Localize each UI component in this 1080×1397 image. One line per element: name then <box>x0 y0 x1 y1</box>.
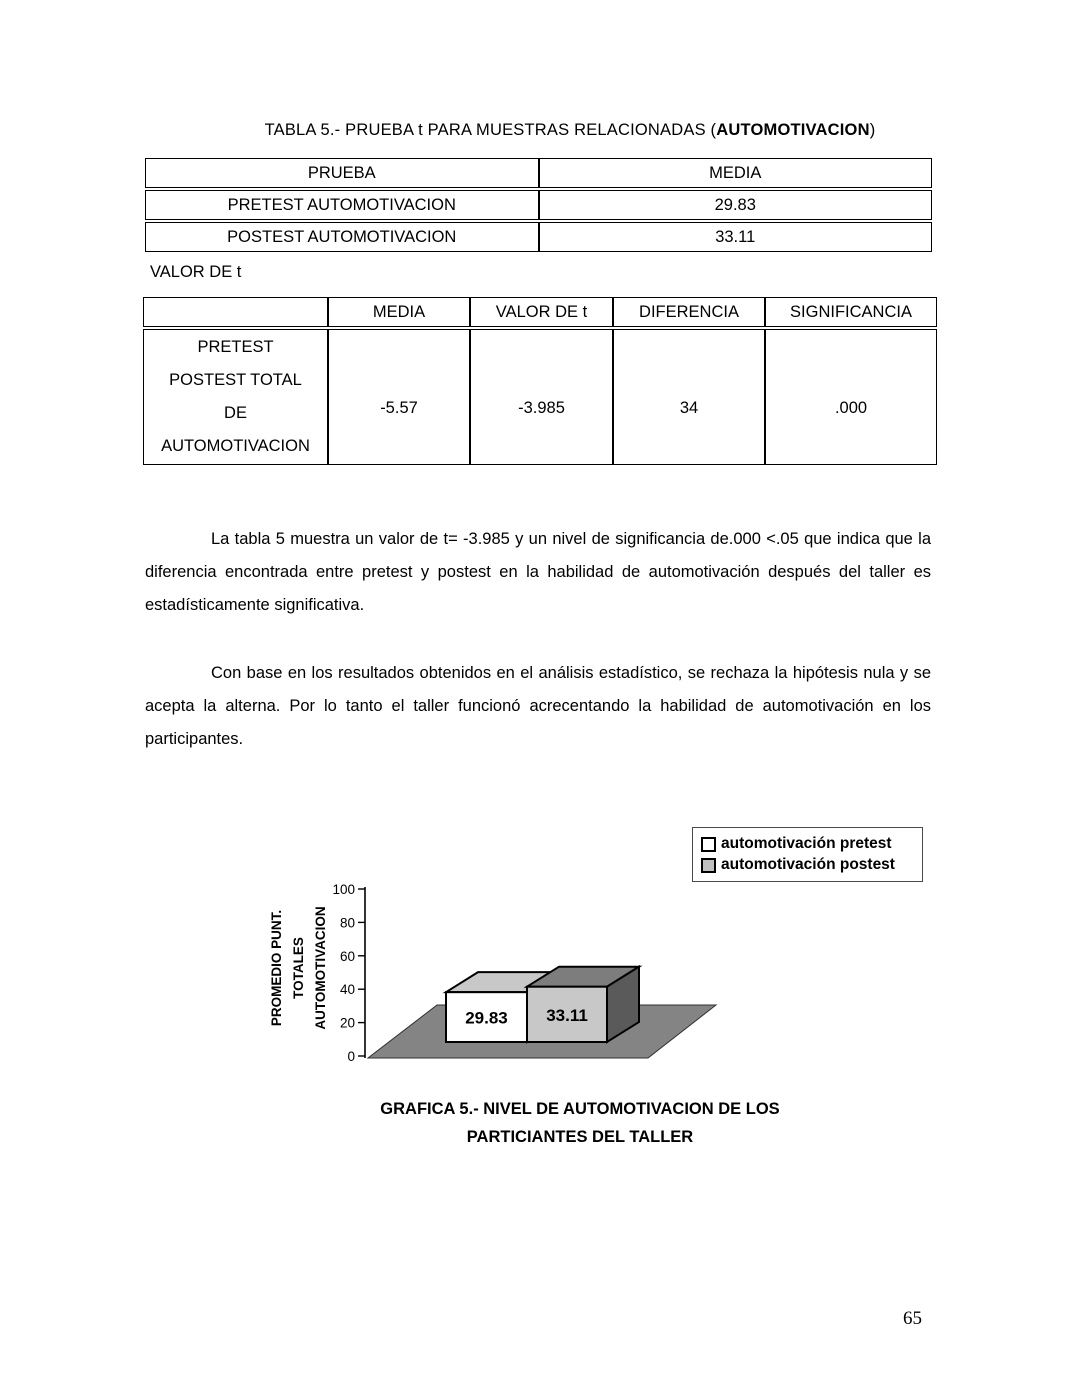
table-cell: POSTEST AUTOMOTIVACION <box>145 222 539 252</box>
means-table: PRUEBA MEDIA PRETEST AUTOMOTIVACION 29.8… <box>145 156 932 254</box>
table-cell: 29.83 <box>538 190 932 220</box>
svg-text:80: 80 <box>340 915 355 930</box>
ttest-header-valor: VALOR DE t <box>470 297 613 327</box>
table-row: PRETEST POSTEST TOTAL DE AUTOMOTIVACION … <box>143 329 937 465</box>
svg-text:20: 20 <box>340 1016 355 1031</box>
table5-title-bold: AUTOMOTIVACION <box>716 121 870 139</box>
paragraph-conclusion: Con base en los resultados obtenidos en … <box>145 664 931 748</box>
ttest-header-diferencia: DIFERENCIA <box>613 297 765 327</box>
means-header-prueba: PRUEBA <box>145 158 539 188</box>
table5-title-suffix: ) <box>869 121 876 139</box>
ttest-value-t: -3.985 <box>470 329 613 465</box>
svg-text:100: 100 <box>332 882 355 897</box>
ttest-header-significancia: SIGNIFICANCIA <box>765 297 937 327</box>
ttest-row-label-line: POSTEST TOTAL <box>169 371 302 389</box>
table-row: POSTEST AUTOMOTIVACION 33.11 <box>145 222 932 252</box>
svg-text:0: 0 <box>347 1049 355 1064</box>
valor-de-t-label: VALOR DE t <box>150 263 242 281</box>
ttest-row-label-line: PRETEST <box>197 338 274 356</box>
ttest-row-label: PRETEST POSTEST TOTAL DE AUTOMOTIVACION <box>143 329 328 465</box>
svg-text:29.83: 29.83 <box>465 1009 508 1028</box>
ttest-value-diferencia: 34 <box>613 329 765 465</box>
legend-label: automotivación postest <box>721 856 895 873</box>
chart-legend: automotivación pretest automotivación po… <box>692 827 923 882</box>
means-header-media: MEDIA <box>538 158 932 188</box>
legend-swatch-pretest-icon <box>701 836 716 852</box>
ttest-value-significancia: .000 <box>765 329 937 465</box>
ttest-table: MEDIA VALOR DE t DIFERENCIA SIGNIFICANCI… <box>143 295 937 467</box>
table-cell: PRETEST AUTOMOTIVACION <box>145 190 539 220</box>
table5-title: TABLA 5.- PRUEBA t PARA MUESTRAS RELACIO… <box>180 121 960 140</box>
ttest-value-media: -5.57 <box>328 329 470 465</box>
legend-entry-postest: automotivación postest <box>701 856 922 874</box>
ttest-row-label-line: DE <box>224 404 247 422</box>
table5-title-prefix: TABLA 5.- PRUEBA t PARA MUESTRAS RELACIO… <box>264 121 717 139</box>
ttest-header-media: MEDIA <box>328 297 470 327</box>
paragraph-analysis: La tabla 5 muestra un valor de t= -3.985… <box>145 530 931 614</box>
page-number: 65 <box>903 1308 922 1329</box>
chart-caption: GRAFICA 5.- NIVEL DE AUTOMOTIVACION DE L… <box>280 1095 880 1151</box>
svg-text:33.11: 33.11 <box>546 1006 588 1025</box>
legend-swatch-postest-icon <box>701 857 716 873</box>
table-row: PRUEBA MEDIA <box>145 158 932 188</box>
svg-text:60: 60 <box>340 949 355 964</box>
table-row: MEDIA VALOR DE t DIFERENCIA SIGNIFICANCI… <box>143 297 937 327</box>
ttest-header-empty <box>143 297 328 327</box>
table-cell: 33.11 <box>538 222 932 252</box>
svg-text:40: 40 <box>340 982 355 997</box>
table-row: PRETEST AUTOMOTIVACION 29.83 <box>145 190 932 220</box>
chart-caption-line2: PARTICIANTES DEL TALLER <box>466 1128 694 1146</box>
chart-caption-line1: GRAFICA 5.- NIVEL DE AUTOMOTIVACION DE L… <box>380 1100 780 1118</box>
ttest-row-label-line: AUTOMOTIVACION <box>161 437 310 455</box>
legend-entry-pretest: automotivación pretest <box>701 835 922 853</box>
bar-chart-3d: 0 20 40 60 80 100 29.83 33.11 <box>332 882 718 1064</box>
legend-label: automotivación pretest <box>721 835 892 852</box>
